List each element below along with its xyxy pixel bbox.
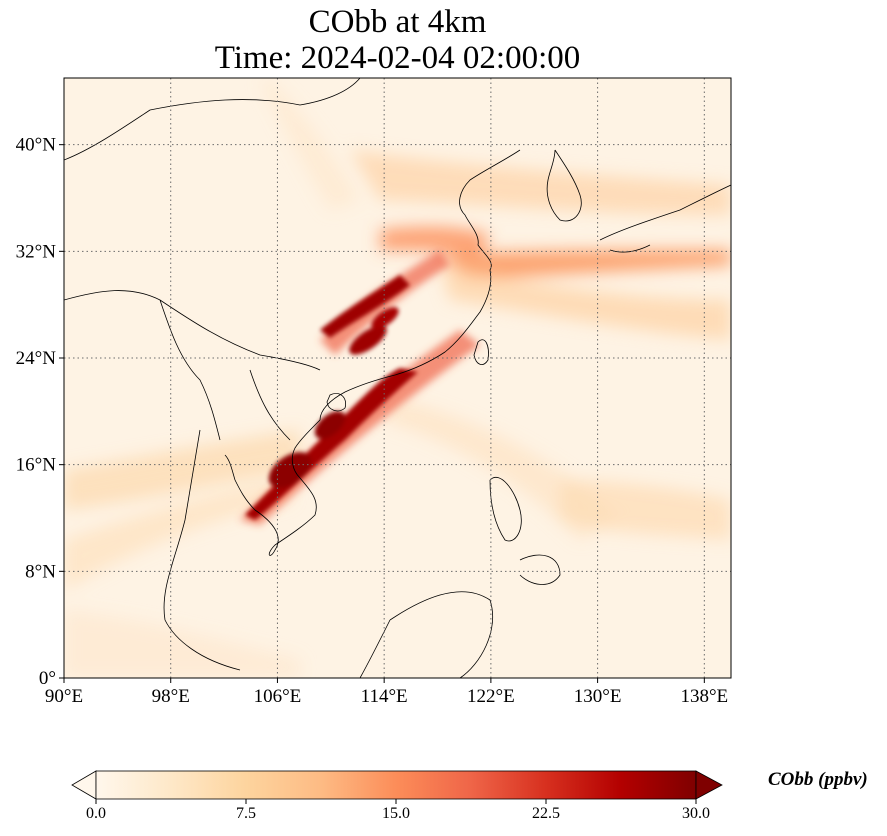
- colorbar-min-extend: [71, 770, 97, 800]
- north-border: [64, 78, 361, 161]
- colorbar-tick-label: 30.0: [682, 805, 710, 822]
- colorbar-tick-label: 15.0: [382, 805, 410, 822]
- map-title: CObb at 4km Time: 2024-02-04 02:00:00: [64, 4, 731, 76]
- colorbar-label: CObb (ppbv): [768, 769, 868, 790]
- lat-tick-label: 16°N: [16, 455, 57, 476]
- lon-tick-label: 130°E: [574, 686, 622, 707]
- lon-tick-label: 114°E: [361, 686, 408, 707]
- longitude-ticks: 90°E 98°E 106°E 114°E 122°E 130°E 138°E: [45, 678, 728, 707]
- lon-tick-label: 122°E: [467, 686, 515, 707]
- gridlines: [64, 78, 731, 678]
- lat-tick-label: 0°: [39, 668, 56, 689]
- lon-tick-label: 106°E: [254, 686, 302, 707]
- peak-plume-layer: [245, 275, 418, 520]
- colorbar-gradient: [95, 770, 697, 800]
- colorbar-tick-label: 22.5: [532, 805, 560, 822]
- lon-tick-label: 98°E: [152, 686, 190, 707]
- background-plume-layer: [64, 80, 731, 678]
- latitude-ticks: 0° 8°N 16°N 24°N 32°N 40°N: [16, 135, 64, 689]
- inner-borders: [64, 290, 321, 441]
- title-line-1: CObb at 4km: [308, 4, 487, 40]
- malay-coast: [163, 429, 241, 671]
- borneo-coast: [359, 591, 494, 678]
- concentration-field: [64, 78, 731, 678]
- title-line-2: Time: 2024-02-04 02:00:00: [214, 40, 581, 76]
- colorbar-tick-label: 7.5: [236, 805, 256, 822]
- lon-tick-label: 90°E: [45, 686, 83, 707]
- taiwan-coast: [473, 339, 489, 365]
- lon-tick-label: 138°E: [680, 686, 728, 707]
- china-coast: [291, 149, 521, 479]
- colorbar-tick-label: 0.0: [86, 805, 106, 822]
- colorbar: [71, 770, 723, 804]
- colorbar-max-extend: [695, 770, 723, 800]
- lat-tick-label: 24°N: [16, 348, 57, 369]
- korea-coast: [546, 149, 582, 222]
- lat-tick-label: 32°N: [16, 241, 57, 262]
- lat-tick-label: 8°N: [25, 561, 56, 582]
- lat-tick-label: 40°N: [16, 135, 57, 156]
- hainan-coast: [326, 393, 347, 412]
- philippines-coast: [489, 477, 561, 585]
- plot-frame: [63, 77, 732, 679]
- coastlines: [64, 78, 731, 678]
- indochina-coast: [224, 454, 317, 556]
- colorbar-ticks: [95, 799, 697, 804]
